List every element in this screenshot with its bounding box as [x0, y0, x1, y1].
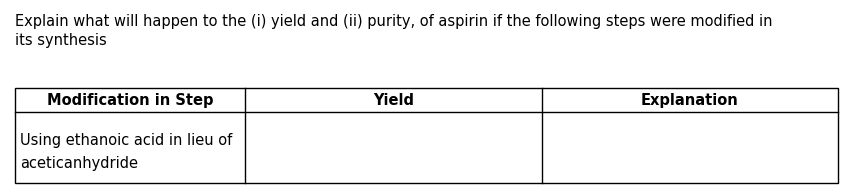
- Text: Modification in Step: Modification in Step: [47, 93, 213, 107]
- Text: Yield: Yield: [372, 93, 413, 107]
- Text: Using ethanoic acid in lieu of: Using ethanoic acid in lieu of: [20, 133, 232, 148]
- Text: Explain what will happen to the (i) yield and (ii) purity, of aspirin if the fol: Explain what will happen to the (i) yiel…: [15, 14, 772, 29]
- Text: aceticanhydride: aceticanhydride: [20, 156, 138, 171]
- Bar: [15, 88, 837, 183]
- Text: its synthesis: its synthesis: [15, 33, 106, 48]
- Text: Explanation: Explanation: [640, 93, 738, 107]
